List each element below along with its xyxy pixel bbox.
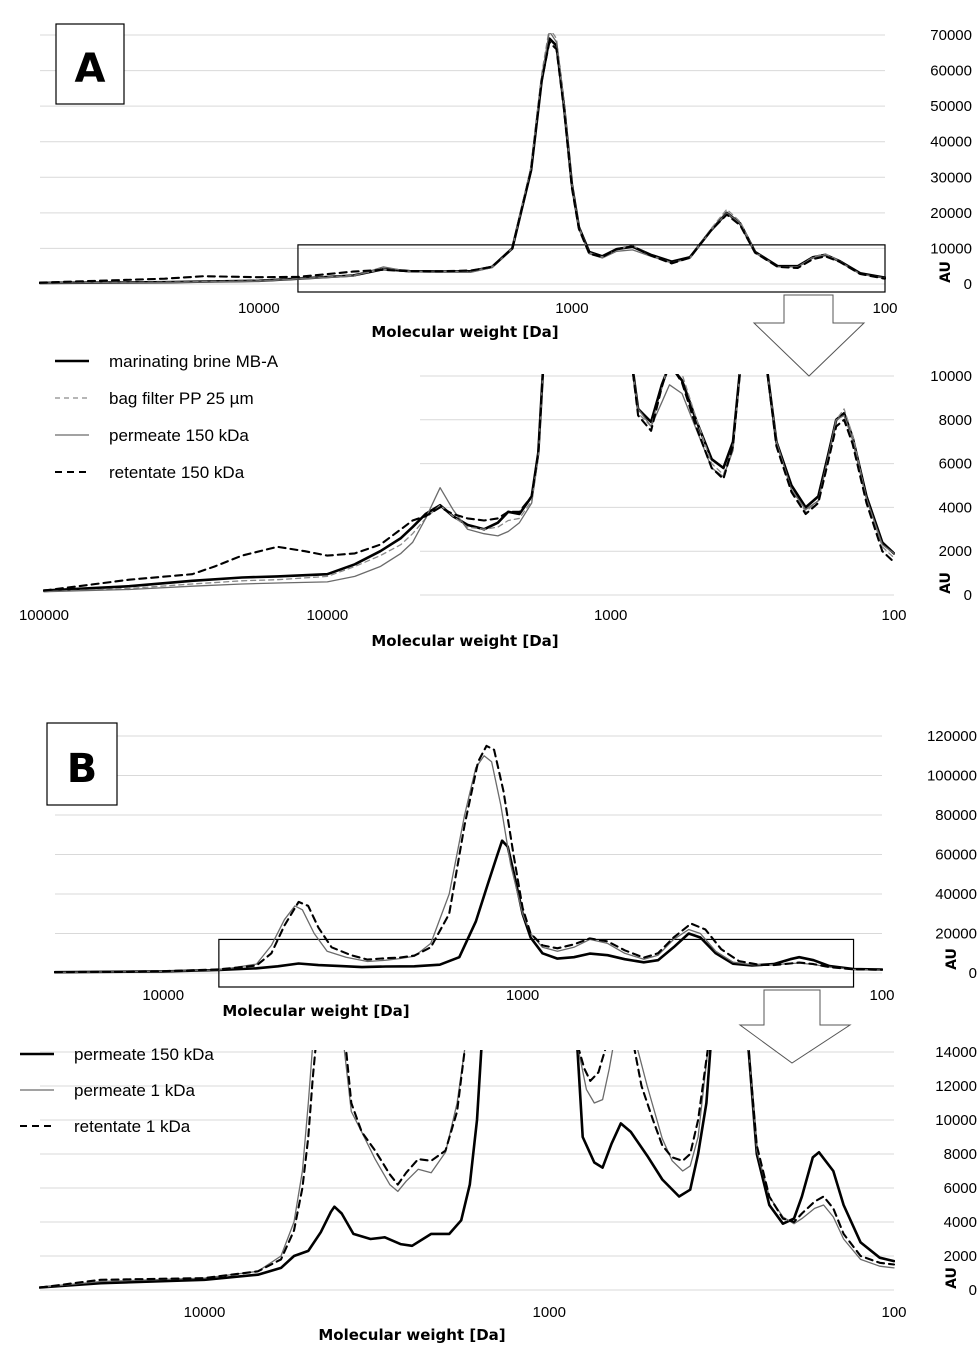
- x-tick-label: 100: [869, 987, 894, 1004]
- y-tick-label: 10000: [935, 1112, 977, 1129]
- x-tick-label: 100: [872, 300, 897, 317]
- y-tick-label: 100000: [927, 768, 977, 785]
- y-tick-label: 50000: [930, 98, 972, 115]
- panel-b-label-box: B: [46, 722, 118, 806]
- y-tick-label: 60000: [935, 847, 977, 864]
- grid-layer: [40, 34, 894, 1291]
- zoom-arrow-a: [752, 294, 866, 377]
- x-tick-label: 1000: [594, 607, 627, 624]
- series-line-b-zoom-1: [39, 1050, 895, 1289]
- y-tick-label: 4000: [944, 1214, 977, 1231]
- y-tick-label: 8000: [944, 1146, 977, 1163]
- x-axis-label: Molecular weight [Da]: [318, 1326, 505, 1344]
- y-tick-label: 0: [969, 965, 977, 982]
- y-tick-label: 0: [969, 1282, 977, 1299]
- y-tick-label: 30000: [930, 169, 972, 186]
- y-axis-label: AU: [938, 572, 954, 594]
- y-tick-label: 40000: [935, 886, 977, 903]
- zoom-arrow-b: [738, 989, 852, 1064]
- series-line-a-zoom-3: [43, 374, 895, 592]
- x-tick-label: 10000: [306, 607, 348, 624]
- series-line-b-overview-2: [54, 744, 883, 974]
- x-tick-label: 100: [881, 1304, 906, 1321]
- x-tick-label: 1000: [506, 987, 539, 1004]
- legend-layer: marinating brine MB-A bag filter PP 25 µm…: [20, 352, 279, 1136]
- legend-entry-label: marinating brine MB-A: [109, 352, 279, 371]
- series-line-a-overview-0: [39, 37, 886, 285]
- zoom-region-box-a: [297, 244, 886, 293]
- y-tick-label: 120000: [927, 728, 977, 745]
- series-line-b-zoom-0: [39, 1050, 895, 1289]
- y-tick-label: 2000: [944, 1248, 977, 1265]
- y-tick-label: 8000: [939, 412, 972, 429]
- legend-entry-label: permeate 150 kDa: [74, 1045, 214, 1064]
- legend-entry-label: retentate 1 kDa: [74, 1117, 191, 1136]
- panel-a-letter: A: [75, 46, 106, 92]
- y-tick-label: 70000: [930, 27, 972, 44]
- x-tick-label: 1000: [555, 300, 588, 317]
- y-tick-label: 6000: [939, 456, 972, 473]
- y-tick-label: 6000: [944, 1180, 977, 1197]
- y-tick-label: 2000: [939, 543, 972, 560]
- y-tick-label: 12000: [935, 1078, 977, 1095]
- decoration-layer: A B: [46, 23, 866, 1064]
- x-tick-label: 100: [881, 607, 906, 624]
- series-line-b-zoom-2: [39, 1050, 895, 1289]
- x-tick-label: 1000: [533, 1304, 566, 1321]
- series-line-a-overview-3: [39, 41, 886, 284]
- legend-entry-label: bag filter PP 25 µm: [109, 389, 254, 408]
- y-tick-label: 10000: [930, 240, 972, 257]
- legend-entry-label: permeate 150 kDa: [109, 426, 249, 445]
- x-tick-label: 10000: [238, 300, 280, 317]
- y-tick-label: 60000: [930, 63, 972, 80]
- y-axis-label: AU: [944, 948, 960, 970]
- series-line-b-overview-0: [54, 839, 883, 974]
- y-tick-label: 0: [964, 587, 972, 604]
- legend-entry-label: permeate 1 kDa: [74, 1081, 195, 1100]
- x-axis-label: Molecular weight [Da]: [371, 323, 558, 341]
- panel-b-letter: B: [67, 746, 98, 792]
- x-tick-label: 10000: [184, 1304, 226, 1321]
- y-tick-label: 0: [964, 276, 972, 293]
- y-tick-label: 4000: [939, 499, 972, 516]
- y-axis-label: AU: [944, 1267, 960, 1289]
- x-axis-label: Molecular weight [Da]: [222, 1002, 409, 1020]
- y-tick-label: 80000: [935, 807, 977, 824]
- axes-layer: 0100002000030000400005000060000700001000…: [19, 27, 977, 1344]
- y-tick-label: 14000: [935, 1044, 977, 1061]
- y-tick-label: 20000: [930, 205, 972, 222]
- series-line-b-overview-1: [54, 755, 883, 974]
- series-layer: [39, 33, 895, 1289]
- y-axis-label: AU: [938, 261, 954, 283]
- x-tick-label: 10000: [142, 987, 184, 1004]
- x-axis-label: Molecular weight [Da]: [371, 632, 558, 650]
- legend-entry-label: retentate 150 kDa: [109, 463, 245, 482]
- panel-a-label-box: A: [55, 23, 125, 105]
- y-tick-label: 40000: [930, 134, 972, 151]
- x-tick-label: 100000: [19, 607, 69, 624]
- y-tick-label: 20000: [935, 926, 977, 943]
- y-tick-label: 10000: [930, 368, 972, 385]
